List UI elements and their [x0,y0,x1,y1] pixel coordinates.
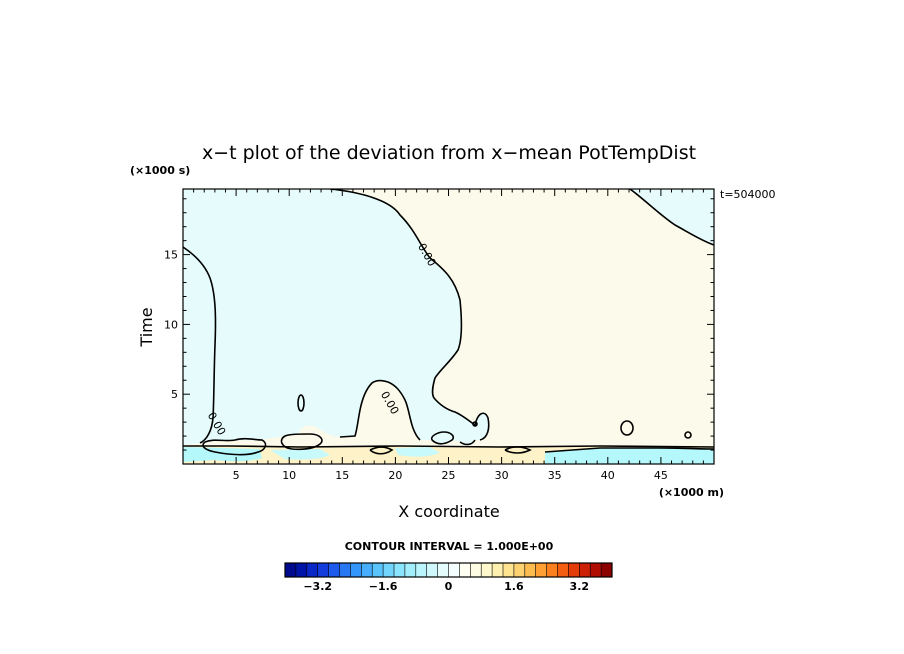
x-tick-label: 10 [282,469,296,482]
colorbar-frame [284,562,613,578]
y-unit-label: (×1000 s) [130,164,190,177]
colorbar-swatch [394,563,406,577]
zero-contour-surface-patch-mid [280,433,323,451]
zero-contour-main [329,189,490,441]
colorbar-tick-label: 1.6 [504,580,524,593]
x-tick-label: 35 [548,469,562,482]
y-tick-label: 10 [164,318,178,331]
x-tick-label: 30 [495,469,509,482]
colorbar-swatch [579,563,591,577]
zero-contour-small-wiggle [369,446,532,455]
zero-contour-surface-patch-east [544,447,714,453]
colorbar-swatch [306,563,318,577]
zero-contour-small-loop-c [684,431,692,439]
x-unit-label: (×1000 m) [659,486,724,499]
zero-contour-surface-patch-center [430,431,455,445]
zero-contour-lobe [339,379,421,441]
x-tick-labels: 5 10 15 20 25 30 35 40 45 [233,469,668,482]
colorbar-swatch [361,563,373,577]
colorbar-swatch [372,563,384,577]
colorbar-swatch [470,563,482,577]
x-tick-label: 20 [388,469,402,482]
colorbar-swatch [295,563,308,577]
x-tick-label: 25 [442,469,456,482]
contour-fill [183,189,714,464]
colorbar-swatch [513,563,526,577]
colorbar-swatch [546,563,558,577]
colorbar-swatch [524,563,536,577]
colorbar-swatch [568,563,580,577]
colorbar-swatch [404,563,417,577]
negative-surface-patch-west [183,447,262,462]
colorbar-swatch [317,563,329,577]
zero-contour-topright [629,189,714,246]
zero-contour-small-loop-a [297,394,305,412]
negative-surface-patch-east [545,448,714,464]
chart-title: x−t plot of the deviation from x−mean Po… [202,142,696,164]
colorbar [284,562,613,578]
x-tick-label: 40 [601,469,615,482]
colorbar-tick-label: −3.2 [303,580,332,593]
colorbar-swatch [437,563,449,577]
colorbar-swatch [285,563,297,577]
colorbar-swatch [426,563,438,577]
x-tick-label: 15 [335,469,349,482]
zero-contour-surface-layer [183,445,714,448]
time-annotation: t=504000 [720,188,776,201]
y-tick-label: 5 [171,388,178,401]
zero-contour-surface-patch-west [202,437,267,456]
colorbar-tick-label: −1.6 [369,580,398,593]
zero-contour-small-loop-d [472,421,478,427]
y-tick-labels: 5 10 15 [164,249,178,402]
axis-ticks [183,189,714,464]
colorbar-swatch [350,563,362,577]
zero-contour-small-loop-b [620,420,634,436]
negative-surface-patch-mid [270,449,330,460]
colorbar-swatch [339,563,351,577]
negative-region-topleft-bulge [183,247,216,445]
colorbar-swatch [448,563,460,577]
colorbar-labels: −3.2 −1.6 0 1.6 3.2 [303,580,589,593]
colorbar-tick-label: 3.2 [570,580,590,593]
colorbar-swatch [459,563,471,577]
contour-interval-text: CONTOUR INTERVAL = 1.000E+00 [345,540,554,553]
colorbar-swatch [492,563,504,577]
y-axis-label: Time [137,307,156,347]
x-tick-label: 45 [654,469,668,482]
colorbar-swatch [383,563,395,577]
colorbar-swatch [601,563,613,577]
y-tick-label: 15 [164,249,178,262]
colorbar-swatch [557,563,569,577]
colorbar-swatch [481,563,493,577]
x-tick-label: 5 [233,469,240,482]
colorbar-swatch [535,563,547,577]
x-axis-label: X coordinate [398,502,499,521]
colorbar-swatch [328,563,340,577]
negative-region-topright [630,189,714,245]
contour-lines [183,189,714,456]
zero-contour-left [183,246,217,444]
colorbar-tick-label: 0 [445,580,453,593]
colorbar-swatch [503,563,515,577]
colorbar-swatch [590,563,602,577]
zero-contour-surface-patch-centre-right [459,439,476,446]
colorbar-swatch [415,563,427,577]
negative-region [183,189,489,445]
negative-surface-patch-center [395,447,440,457]
